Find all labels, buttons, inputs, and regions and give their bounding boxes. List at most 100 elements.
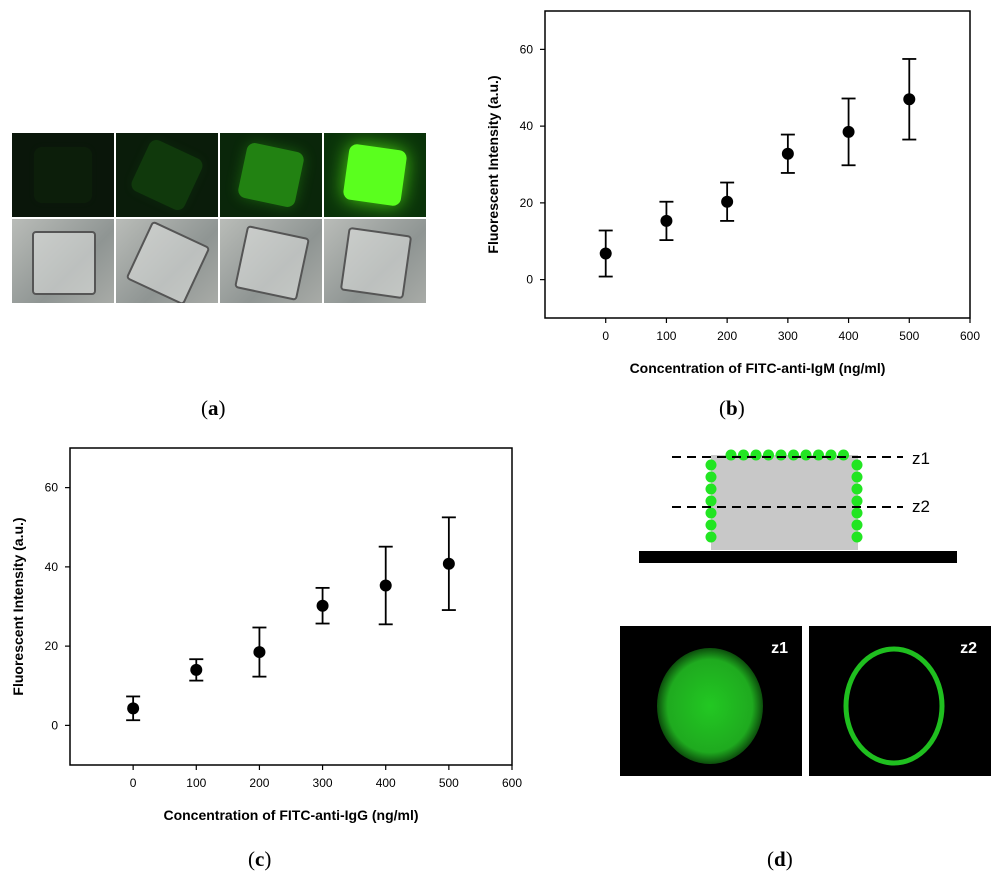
x-tick-label: 400 bbox=[376, 776, 396, 790]
z2-fluorescent-ring bbox=[843, 646, 945, 766]
panel-label-a: (a) bbox=[201, 396, 226, 420]
data-point bbox=[442, 557, 455, 570]
green-dot bbox=[851, 531, 863, 543]
green-dot bbox=[705, 507, 717, 519]
y-tick-label: 40 bbox=[520, 119, 534, 133]
y-axis-label: Fluorescent Intensity (a.u.) bbox=[485, 75, 501, 253]
green-dot bbox=[851, 519, 863, 531]
green-dot bbox=[788, 449, 799, 461]
brightfield-image bbox=[324, 219, 426, 303]
brightfield-square bbox=[32, 231, 96, 295]
y-tick-label: 60 bbox=[45, 481, 59, 495]
x-tick-label: 0 bbox=[602, 329, 609, 343]
x-axis-label: Concentration of FITC-anti-IgG (ng/ml) bbox=[163, 807, 418, 823]
brightfield-image bbox=[116, 219, 218, 303]
panel-label-c: (c) bbox=[248, 847, 272, 871]
data-point-group bbox=[598, 229, 613, 278]
x-tick-label: 300 bbox=[778, 329, 798, 343]
y-tick-label: 20 bbox=[520, 196, 534, 210]
data-point-group bbox=[126, 695, 141, 722]
data-point bbox=[253, 646, 266, 659]
x-tick-label: 300 bbox=[313, 776, 333, 790]
x-tick-label: 200 bbox=[717, 329, 737, 343]
data-point bbox=[781, 147, 794, 160]
fluorescence-image bbox=[12, 133, 114, 217]
green-dot bbox=[851, 507, 863, 519]
panel-label-d: (d) bbox=[767, 847, 793, 871]
data-point bbox=[190, 663, 203, 676]
brightfield-image bbox=[220, 219, 322, 303]
data-point bbox=[842, 125, 855, 138]
green-dot bbox=[750, 449, 762, 461]
y-axis-label: Fluorescent Intensity (a.u.) bbox=[10, 517, 26, 695]
data-point bbox=[127, 702, 140, 715]
data-point-group bbox=[378, 545, 393, 626]
green-dot bbox=[851, 483, 863, 495]
green-dot bbox=[775, 449, 787, 461]
green-dot bbox=[705, 531, 717, 543]
green-dot bbox=[705, 519, 717, 531]
panel-label-b: (b) bbox=[719, 396, 745, 420]
x-tick-label: 500 bbox=[899, 329, 919, 343]
data-point-group bbox=[780, 133, 795, 174]
green-dot bbox=[763, 449, 774, 461]
y-tick-label: 40 bbox=[45, 560, 59, 574]
green-dot bbox=[705, 495, 717, 507]
green-dot bbox=[800, 449, 812, 461]
data-point bbox=[379, 579, 392, 592]
green-dot bbox=[705, 483, 717, 495]
x-tick-label: 600 bbox=[502, 776, 522, 790]
fluorescence-image bbox=[220, 133, 322, 217]
fluorescence-image bbox=[116, 133, 218, 217]
x-tick-label: 100 bbox=[656, 329, 676, 343]
green-particle-dots bbox=[705, 449, 863, 543]
data-point bbox=[316, 599, 329, 612]
micrograph-z2: z2 bbox=[809, 626, 991, 776]
data-point-group bbox=[315, 586, 330, 625]
micrograph-z1-label: z1 bbox=[771, 640, 788, 657]
panel-a-micrograph-grid bbox=[12, 133, 428, 305]
green-dot bbox=[851, 495, 863, 507]
brightfield-square bbox=[125, 220, 211, 303]
data-point bbox=[721, 195, 734, 208]
green-dot bbox=[725, 449, 737, 461]
green-dot bbox=[705, 459, 717, 471]
x-axis-label: Concentration of FITC-anti-IgM (ng/ml) bbox=[630, 360, 886, 376]
green-dot bbox=[851, 471, 863, 483]
brightfield-square bbox=[234, 225, 310, 301]
fluorescent-square bbox=[236, 141, 306, 209]
data-point-group bbox=[252, 626, 267, 678]
green-dot bbox=[838, 449, 849, 461]
plot-frame bbox=[544, 10, 971, 319]
plane-z2-label: z2 bbox=[912, 497, 930, 516]
green-dot bbox=[738, 449, 749, 461]
y-tick-label: 60 bbox=[520, 42, 534, 56]
data-point bbox=[903, 93, 916, 106]
fluorescent-square bbox=[34, 147, 92, 203]
x-tick-label: 400 bbox=[839, 329, 859, 343]
green-dot bbox=[813, 449, 824, 461]
micrograph-z2-label: z2 bbox=[960, 640, 977, 657]
z1-fluorescent-disk bbox=[657, 648, 763, 764]
x-tick-label: 500 bbox=[439, 776, 459, 790]
plot-frame bbox=[69, 447, 513, 766]
x-tick-label: 100 bbox=[186, 776, 206, 790]
brightfield-image bbox=[12, 219, 114, 303]
y-tick-label: 0 bbox=[51, 718, 58, 732]
plane-z1-label: z1 bbox=[912, 449, 930, 468]
data-point-group bbox=[720, 181, 735, 222]
data-point-group bbox=[841, 97, 856, 167]
y-tick-label: 20 bbox=[45, 639, 59, 653]
microstructure-block bbox=[711, 455, 858, 550]
green-dot bbox=[825, 449, 837, 461]
green-dot bbox=[705, 471, 717, 483]
data-point-group bbox=[902, 58, 917, 141]
x-tick-label: 0 bbox=[130, 776, 137, 790]
y-tick-label: 0 bbox=[526, 273, 533, 287]
micrograph-z1: z1 bbox=[620, 626, 802, 776]
fluorescent-square bbox=[128, 137, 206, 213]
x-tick-label: 200 bbox=[249, 776, 269, 790]
data-point bbox=[660, 214, 673, 227]
brightfield-square bbox=[339, 226, 413, 300]
green-dot bbox=[851, 459, 863, 471]
